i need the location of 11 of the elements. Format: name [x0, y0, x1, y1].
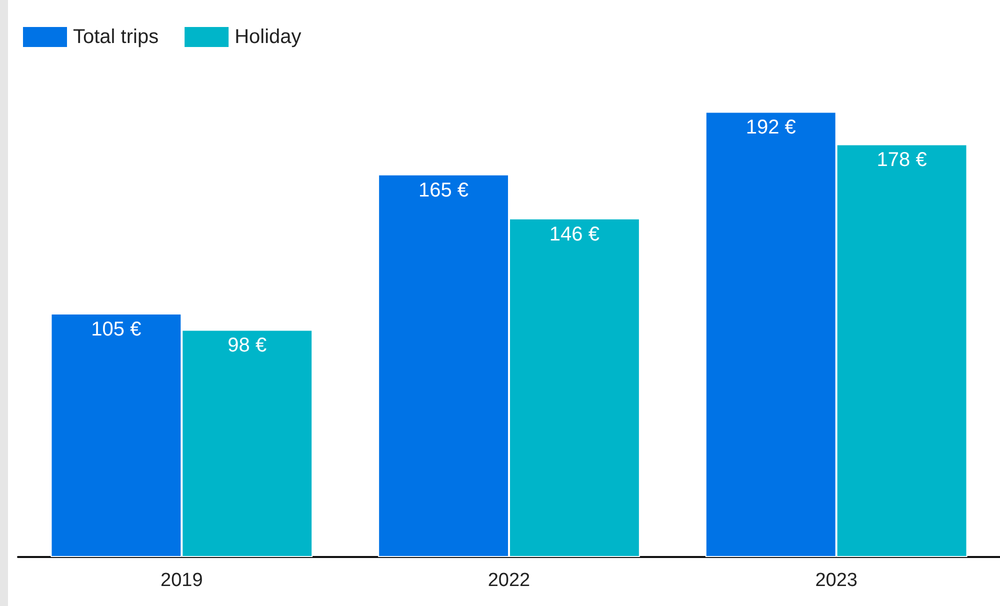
data-label: 146 € — [549, 223, 600, 246]
x-tick-label: 2019 — [160, 570, 203, 591]
legend-label: Total trips — [73, 26, 159, 48]
data-label: 178 € — [876, 149, 927, 172]
x-tick-label: 2022 — [488, 570, 530, 591]
x-tick-label: 2023 — [815, 570, 858, 591]
legend-label: Holiday — [234, 26, 302, 48]
data-label: 192 € — [746, 116, 796, 139]
data-label: 165 € — [418, 179, 469, 202]
data-label: 105 € — [91, 318, 142, 340]
data-label: 98 € — [228, 334, 267, 357]
